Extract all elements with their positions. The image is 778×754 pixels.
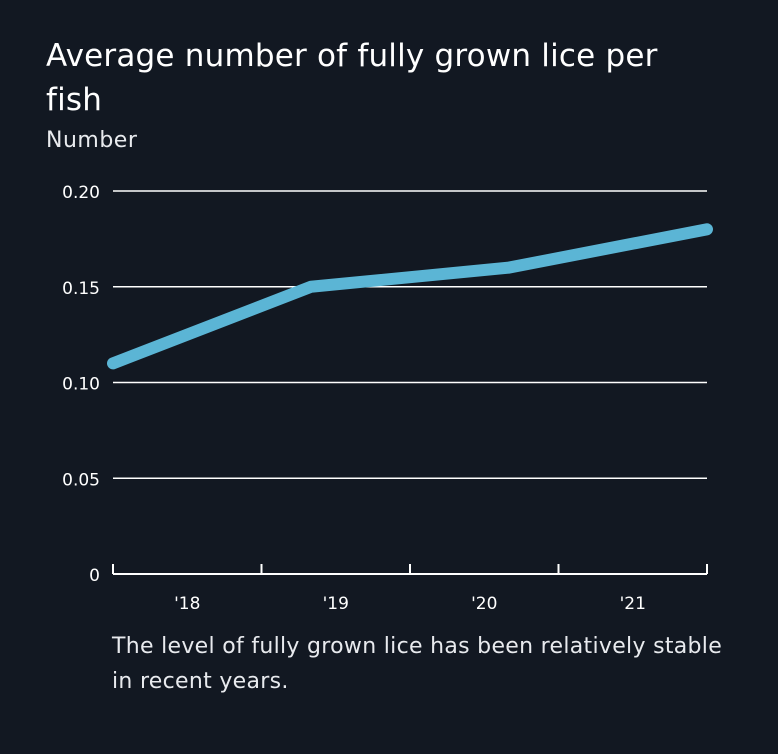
y-tick-label: 0.15 xyxy=(62,279,100,299)
chart-caption: The level of fully grown lice has been r… xyxy=(112,634,723,694)
x-tick-label: '19 xyxy=(323,594,349,614)
series-line xyxy=(107,223,713,370)
x-tick-label: '18 xyxy=(174,594,200,614)
y-axis-label: Number xyxy=(46,128,138,153)
y-tick-label: 0 xyxy=(89,566,100,586)
y-tick-label: 0.20 xyxy=(62,183,100,203)
x-tick-label: '21 xyxy=(620,594,646,614)
chart-title: Average number of fully grown lice per f… xyxy=(46,38,658,118)
x-tick-label: '20 xyxy=(471,594,497,614)
y-tick-label: 0.05 xyxy=(62,470,100,490)
y-tick-label: 0.10 xyxy=(62,375,100,395)
